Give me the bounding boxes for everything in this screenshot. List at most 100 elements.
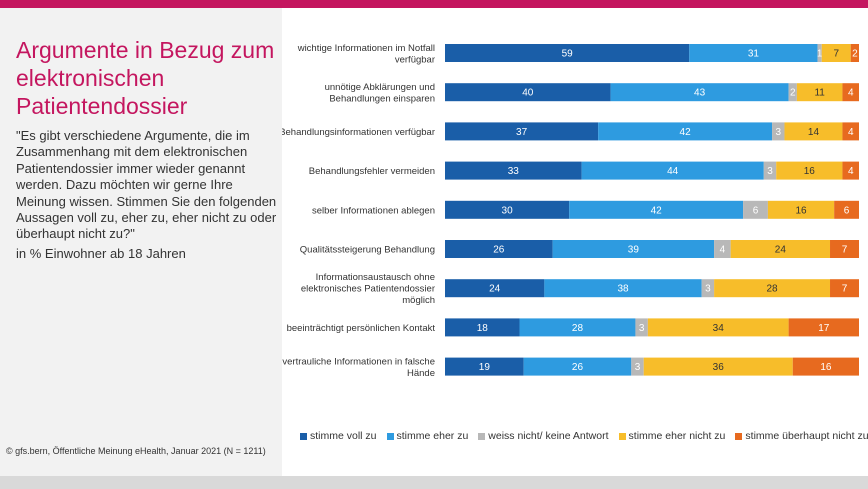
data-label: 24 (489, 284, 501, 295)
data-label: 16 (795, 205, 807, 216)
bar-segment (776, 161, 843, 180)
bar-segment (598, 122, 773, 141)
legend-label: weiss nicht/ keine Antwort (488, 430, 609, 442)
data-label: 34 (713, 323, 725, 334)
bar-segment (830, 279, 859, 298)
bar-segment (784, 122, 843, 141)
category-label: Behandlungsinformationen verfügbar (282, 127, 435, 138)
bottom-bar (0, 476, 868, 489)
bar-segment (767, 200, 835, 219)
bar-segment (842, 83, 859, 102)
data-label: 40 (522, 88, 534, 99)
data-label: 24 (775, 245, 787, 256)
data-label: 3 (635, 362, 641, 373)
bar-segment (552, 240, 715, 258)
bar-segment (730, 240, 831, 258)
data-label: 28 (766, 284, 778, 295)
legend-swatch (735, 432, 743, 440)
category-label: unnötige Abklärungen und Behandlungen ein… (325, 82, 435, 105)
data-label: 59 (562, 49, 574, 60)
data-label: 31 (748, 49, 760, 60)
legend-item: stimme eher nicht zu (618, 430, 726, 442)
question-text: "Es gibt verschiedene Argumente, die im … (16, 128, 277, 242)
data-label: 16 (804, 166, 816, 177)
bar-segment (445, 83, 611, 102)
legend-label: stimme eher nicht zu (628, 430, 726, 442)
bar-segment (445, 44, 690, 62)
data-label: 4 (848, 127, 854, 138)
bar-segment (445, 200, 570, 219)
bar-segment (796, 83, 843, 102)
bar-segment (817, 44, 822, 62)
category-label: Qualitätssteigerung Behandlung (300, 245, 435, 256)
data-label: 14 (808, 127, 820, 138)
bar-segment (714, 279, 831, 298)
category-label: Informationsaustausch ohne elektronisches… (301, 272, 435, 306)
data-label: 26 (493, 245, 505, 256)
legend-label: stimme voll zu (310, 430, 377, 442)
data-label: 4 (720, 245, 726, 256)
data-label: 3 (775, 127, 781, 138)
legend-swatch (478, 432, 486, 440)
data-label: 44 (667, 166, 679, 177)
top-accent-bar (0, 0, 868, 8)
category-label: wichtige Informationen im Notfall verfügb… (297, 43, 435, 66)
data-label: 26 (572, 362, 584, 373)
data-label: 42 (651, 205, 663, 216)
data-label: 17 (818, 323, 830, 334)
data-label: 3 (705, 284, 711, 295)
bar-segment (788, 83, 797, 102)
bar-segment (569, 200, 744, 219)
bar-segment (763, 161, 777, 180)
data-label: 4 (848, 166, 854, 177)
data-label: 7 (833, 49, 839, 60)
data-label: 6 (844, 205, 850, 216)
bar-segment (445, 240, 553, 258)
bar-segment (792, 357, 859, 376)
bar-segment (850, 44, 859, 62)
category-label: Behandlungsfehler vermeiden (309, 166, 435, 177)
bar-segment (445, 122, 599, 141)
legend-label: stimme eher zu (396, 430, 469, 442)
legend-swatch (300, 432, 307, 440)
chart-legend: stimme voll zu stimme eher zu weiss nicht/… (300, 430, 868, 442)
data-label: 16 (820, 362, 832, 373)
data-label: 37 (516, 127, 528, 138)
legend-item: stimme überhaupt nicht zu (735, 430, 868, 442)
bar-segment (519, 318, 636, 337)
bar-segment (643, 357, 793, 376)
data-label: 42 (680, 127, 692, 138)
data-label: 2 (852, 49, 858, 60)
data-label: 1 (817, 49, 823, 60)
data-label: 43 (694, 88, 706, 99)
legend-item: stimme voll zu (300, 430, 377, 442)
data-label: 3 (639, 323, 645, 334)
bar-segment (523, 357, 632, 376)
bar-segment (772, 122, 785, 141)
data-label: 33 (508, 166, 520, 177)
bar-segment (445, 279, 545, 298)
bar-segment (445, 318, 520, 337)
bar-segment (610, 83, 789, 102)
category-label: selber Informationen ablegen (312, 205, 435, 216)
legend-label: stimme überhaupt nicht zu (745, 430, 868, 442)
data-label: 7 (842, 284, 848, 295)
category-label: vertrauliche Informationen in falsche Hän… (282, 356, 435, 379)
bar-segment (635, 318, 648, 337)
bar-segment (743, 200, 768, 219)
stacked-bar-chart: wichtige Informationen im Notfall verfügb… (282, 43, 859, 379)
bar-segment (788, 318, 859, 337)
bar-segment (830, 240, 859, 258)
category-label: beeinträchtigt persönlichen Kontakt (287, 323, 436, 334)
data-label: 19 (479, 362, 491, 373)
data-label: 38 (617, 284, 629, 295)
legend-swatch (618, 432, 626, 440)
legend-swatch (386, 432, 394, 440)
page-title: Argumente in Bezug zum elektronischen Pa… (16, 37, 275, 119)
bar-segment (842, 161, 859, 180)
data-label: 18 (477, 323, 489, 334)
bar-segment (821, 44, 851, 62)
legend-item: weiss nicht/ keine Antwort (478, 430, 609, 442)
bar-segment (842, 122, 859, 141)
bar-segment (581, 161, 764, 180)
